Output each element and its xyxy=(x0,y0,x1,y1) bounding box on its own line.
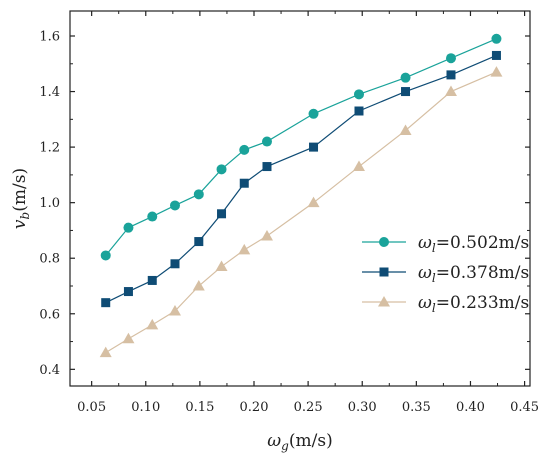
data-point xyxy=(352,160,365,172)
data-point xyxy=(101,298,111,308)
data-point xyxy=(170,259,180,269)
x-tick-label: 0.35 xyxy=(402,400,431,415)
data-point xyxy=(168,305,181,316)
data-point xyxy=(239,178,249,188)
data-point xyxy=(446,70,456,80)
data-point xyxy=(491,50,501,60)
x-tick-label: 0.40 xyxy=(456,400,485,415)
axis-titles: ωg(m/s) vb(m/s) xyxy=(10,168,333,453)
data-point xyxy=(123,222,134,233)
legend-marker xyxy=(379,267,389,277)
y-axis-title: vb(m/s) xyxy=(10,168,32,229)
x-tick-label: 0.05 xyxy=(77,400,106,415)
legend-label: ωl=0.233m/s xyxy=(418,293,529,315)
y-tick-label: 1.0 xyxy=(39,196,60,211)
y-tick-label: 1.4 xyxy=(39,85,60,100)
data-point xyxy=(309,142,319,152)
x-tick-label: 0.10 xyxy=(131,400,160,415)
data-point xyxy=(169,200,180,211)
data-point xyxy=(193,189,204,200)
legend-marker xyxy=(379,237,389,247)
data-point xyxy=(262,162,272,172)
data-point xyxy=(215,260,228,272)
x-tick-label: 0.20 xyxy=(240,400,269,415)
data-point xyxy=(122,332,135,344)
y-tick-label: 0.8 xyxy=(39,252,60,267)
data-point xyxy=(192,280,205,291)
legend-label: ωl=0.378m/s xyxy=(418,263,529,285)
y-tick-label: 0.6 xyxy=(39,307,60,322)
series-line-1 xyxy=(105,38,497,256)
data-point xyxy=(354,106,364,116)
data-point xyxy=(491,33,502,44)
data-point xyxy=(146,318,159,330)
data-point xyxy=(100,250,111,261)
plot-area-frame xyxy=(69,10,531,387)
y-tick-label: 0.4 xyxy=(39,363,60,378)
y-tick-label: 1.2 xyxy=(39,141,60,156)
data-point xyxy=(308,108,319,119)
data-point xyxy=(261,136,272,147)
x-axis-title: ωg(m/s) xyxy=(267,431,332,453)
x-tick-label: 0.30 xyxy=(348,400,377,415)
data-point xyxy=(238,243,251,255)
data-point xyxy=(490,66,503,77)
data-point xyxy=(260,230,273,241)
data-point xyxy=(401,87,411,97)
data-point xyxy=(123,287,133,297)
series-layer xyxy=(99,33,503,358)
data-point xyxy=(353,89,364,100)
y-tick-label: 1.6 xyxy=(39,30,60,45)
data-point xyxy=(216,164,227,175)
x-tick-label: 0.45 xyxy=(510,400,539,415)
legend-marker xyxy=(378,296,390,307)
x-tick-label: 0.15 xyxy=(185,400,214,415)
data-point xyxy=(399,124,412,135)
data-point xyxy=(147,275,157,285)
data-point xyxy=(99,346,112,358)
data-point xyxy=(217,209,227,219)
data-point xyxy=(307,196,320,208)
legend: ωl=0.502m/s ωl=0.378m/s ωl=0.233m/s xyxy=(362,233,529,315)
data-point xyxy=(445,53,456,64)
data-point xyxy=(239,144,250,155)
data-point xyxy=(444,85,457,97)
data-point xyxy=(194,237,204,247)
tick-layer: 0.05 0.10 0.15 0.20 0.25 0.30 0.35 0.40 0.45 0.4 0… xyxy=(39,11,539,415)
x-tick-label: 0.25 xyxy=(294,400,323,415)
data-point xyxy=(147,211,158,222)
legend-label: ωl=0.502m/s xyxy=(418,233,529,255)
data-point xyxy=(400,72,411,83)
